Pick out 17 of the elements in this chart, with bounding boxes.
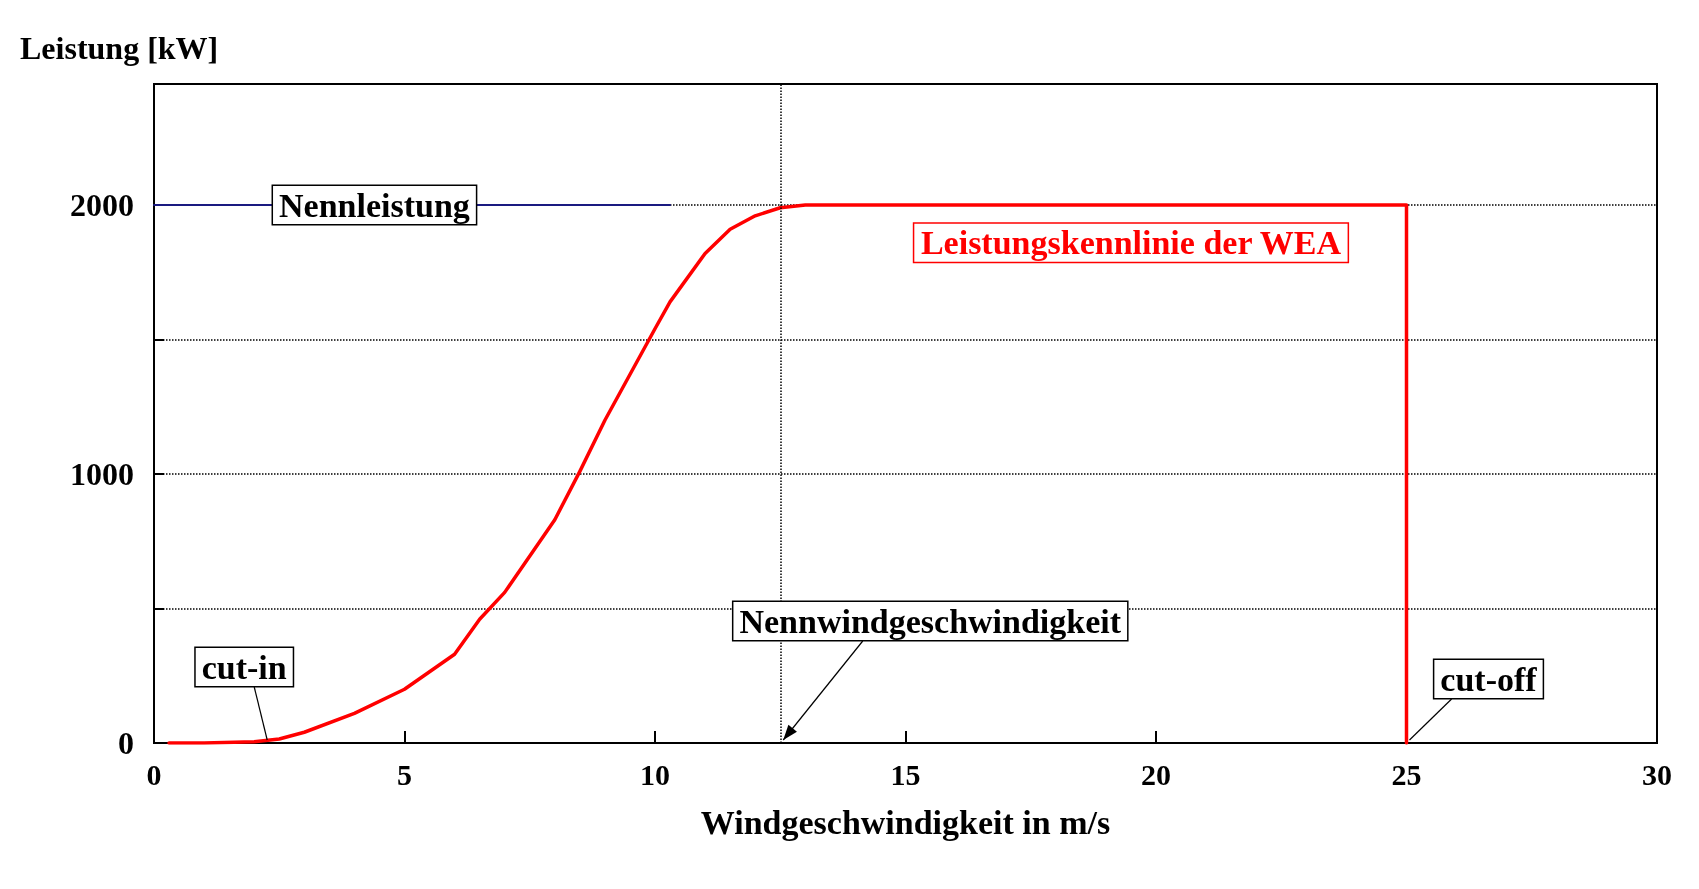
series-label: Nennleistung [279, 186, 470, 224]
y-axis-title: Leistung [kW] [20, 30, 219, 66]
y-tick-label: 1000 [70, 456, 134, 493]
x-tick-label: 15 [890, 757, 921, 791]
annotation: Nennwindgeschwindigkeit [739, 602, 1122, 640]
x-tick-label: 30 [1642, 757, 1672, 791]
x-tick-label: 25 [1391, 757, 1422, 791]
series-label: Leistungskennlinie der WEA [920, 224, 1342, 262]
x-axis-title: Windgeschwindigkeit in m/s [700, 803, 1111, 841]
x-tick-label: 5 [397, 757, 412, 791]
y-tick-label: 0 [118, 725, 134, 761]
x-tick-label: 10 [640, 757, 670, 791]
x-tick-label: 0 [146, 757, 162, 791]
x-tick-label: 20 [1141, 757, 1171, 791]
annotation: cut-off [1440, 660, 1538, 698]
annotation: cut-in [201, 648, 287, 686]
y-tick-label: 2000 [70, 187, 134, 224]
